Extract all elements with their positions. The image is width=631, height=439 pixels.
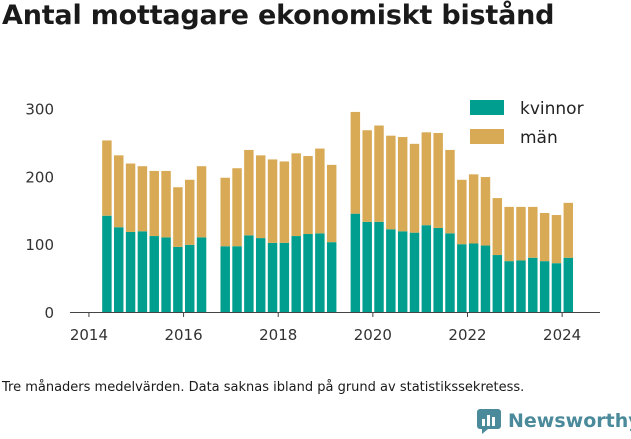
chart-caption: Tre månaders medelvärden. Data saknas ib… xyxy=(2,380,525,395)
bar-man xyxy=(468,174,479,244)
bar-kvinnor xyxy=(374,221,384,312)
bar-kvinnor xyxy=(220,246,230,312)
bar-kvinnor xyxy=(125,231,136,312)
legend-swatch xyxy=(470,129,504,144)
bar-kvinnor xyxy=(102,215,112,312)
bar-man xyxy=(397,137,408,232)
axes: 0 100 200 300 2014 2016 2018 2020 2022 2024 xyxy=(25,101,600,344)
bar-kvinnor xyxy=(326,242,337,312)
bar-man xyxy=(279,161,290,243)
bar-man xyxy=(457,179,467,245)
bar-kvinnor xyxy=(492,255,503,312)
bar-man xyxy=(539,212,550,262)
bar-kvinnor xyxy=(244,235,254,312)
bar-kvinnor xyxy=(291,236,301,312)
x-tick-label: 2018 xyxy=(259,326,297,344)
bar-man xyxy=(173,187,183,247)
bar-kvinnor xyxy=(504,261,514,312)
bar-kvinnor xyxy=(137,231,148,312)
bar-man xyxy=(551,215,562,264)
bar-man xyxy=(291,153,301,237)
bar-kvinnor xyxy=(397,231,408,312)
bar-kvinnor xyxy=(480,245,491,312)
bar-kvinnor xyxy=(196,237,207,312)
bar-man xyxy=(255,155,266,239)
bar-man xyxy=(114,155,124,228)
bar-man xyxy=(421,132,432,226)
bar-kvinnor xyxy=(315,233,325,312)
bar-man xyxy=(480,177,491,246)
chart-title: Antal mottagare ekonomiskt bistånd xyxy=(2,0,555,31)
bar-man xyxy=(350,111,361,214)
bar-kvinnor xyxy=(362,221,372,312)
bar-man xyxy=(220,177,230,247)
bar-kvinnor xyxy=(433,227,443,312)
bar-kvinnor xyxy=(173,246,183,312)
bar-man xyxy=(516,206,526,261)
bar-kvinnor xyxy=(184,244,195,312)
bar-man xyxy=(232,168,242,247)
bar-man xyxy=(362,130,372,222)
legend-label: kvinnor xyxy=(520,99,584,119)
bar-kvinnor xyxy=(563,257,574,312)
bar-man xyxy=(326,164,337,243)
bar-man xyxy=(244,149,254,236)
bar-kvinnor xyxy=(161,237,171,312)
bar-man xyxy=(267,159,278,243)
bar-man xyxy=(315,148,325,234)
bar-kvinnor xyxy=(468,243,479,312)
y-tick-label: 0 xyxy=(44,304,54,322)
bar-kvinnor xyxy=(528,257,538,312)
bar-kvinnor xyxy=(279,242,290,312)
x-tick-label: 2014 xyxy=(70,326,108,344)
bar-kvinnor xyxy=(255,238,266,312)
bar-man xyxy=(374,125,384,222)
bar-man xyxy=(161,170,171,238)
bar-man xyxy=(303,156,313,235)
bar-man xyxy=(184,179,195,245)
bar-man xyxy=(386,135,396,230)
bar-kvinnor xyxy=(457,244,467,312)
bar-kvinnor xyxy=(267,242,278,312)
bar-man xyxy=(528,206,538,258)
bar-kvinnor xyxy=(421,225,432,312)
x-tick-label: 2022 xyxy=(448,326,486,344)
bars xyxy=(102,111,574,312)
bar-kvinnor xyxy=(232,246,242,312)
x-tick-label: 2024 xyxy=(543,326,581,344)
bar-kvinnor xyxy=(516,260,526,312)
bar-man xyxy=(409,143,420,233)
bar-kvinnor xyxy=(114,227,124,312)
bar-man xyxy=(563,202,574,258)
bar-man xyxy=(445,149,455,234)
bar-kvinnor xyxy=(551,263,562,312)
bar-man xyxy=(196,166,207,238)
legend-swatch xyxy=(470,100,504,115)
bar-kvinnor xyxy=(409,232,420,312)
bar-kvinnor xyxy=(386,229,396,312)
bar-man xyxy=(433,132,443,228)
bar-man xyxy=(102,140,112,216)
bar-kvinnor xyxy=(445,233,455,312)
bar-kvinnor xyxy=(303,234,313,312)
bar-man xyxy=(125,163,136,232)
bar-kvinnor xyxy=(539,261,550,312)
brand-logo: Newsworthy xyxy=(476,408,631,434)
y-tick-label: 200 xyxy=(25,168,54,186)
bar-kvinnor xyxy=(350,213,361,312)
x-tick-label: 2016 xyxy=(164,326,202,344)
newsworthy-logo-icon xyxy=(477,409,501,434)
brand-name: Newsworthy xyxy=(508,410,631,432)
y-tick-label: 100 xyxy=(25,236,54,254)
bar-man xyxy=(492,198,503,256)
bar-man xyxy=(137,166,148,232)
stacked-bar-chart: 0 100 200 300 2014 2016 2018 2020 2022 2024 kvinn… xyxy=(25,99,600,344)
bar-kvinnor xyxy=(149,236,159,312)
legend-label: män xyxy=(520,128,558,148)
bar-man xyxy=(149,170,159,237)
y-tick-label: 300 xyxy=(25,101,54,119)
legend: kvinnor män xyxy=(470,99,584,148)
bar-man xyxy=(504,206,514,262)
x-tick-label: 2020 xyxy=(354,326,392,344)
